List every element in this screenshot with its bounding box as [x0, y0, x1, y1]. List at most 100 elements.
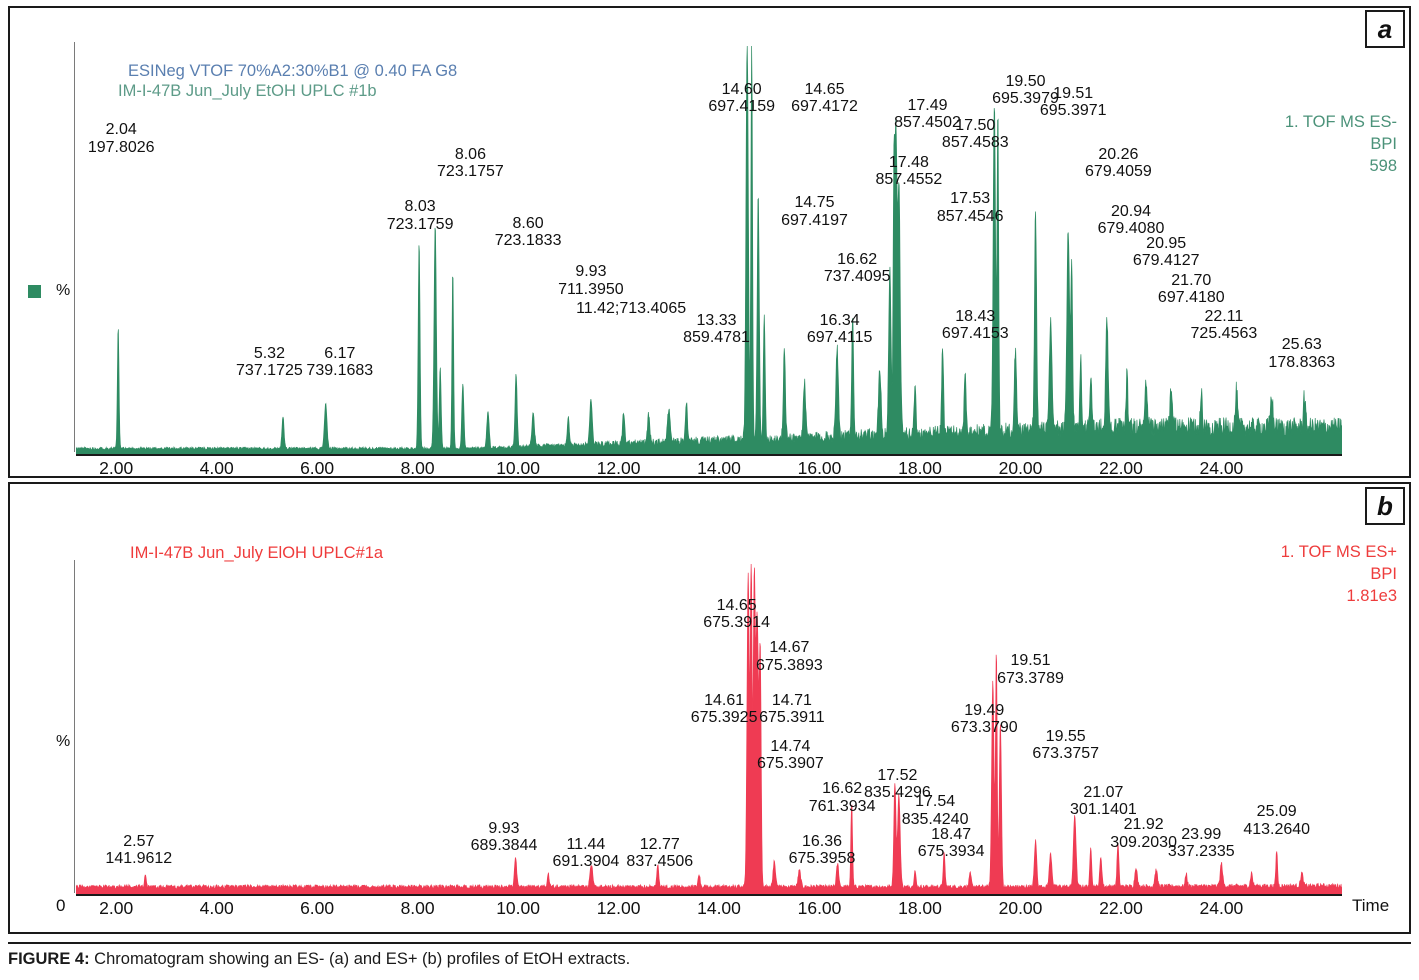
- peak-mz: 837.4506: [626, 853, 694, 871]
- peak-retention-time: 16.34: [819, 312, 860, 330]
- peak-mz: 857.4583: [941, 134, 1009, 152]
- peak-retention-time: 16.62: [837, 251, 878, 269]
- x-tick-label: 10.00: [496, 458, 540, 478]
- peak-retention-time: 14.65: [716, 596, 757, 614]
- peak-annotation: 17.50 857.4583: [942, 117, 1009, 152]
- peak-mz: 697.4159: [708, 97, 776, 115]
- peak-annotation: 19.49 673.3790: [951, 702, 1018, 737]
- peak-mz: 679.4127: [1132, 252, 1200, 270]
- peak-mz: 723.1757: [437, 162, 504, 180]
- peak-mz: 857.4552: [875, 170, 943, 188]
- x-tick-label: 2.00: [99, 898, 134, 918]
- peak-retention-time: 19.50: [1005, 72, 1046, 90]
- panel-a-y-axis-line: [74, 42, 75, 452]
- peak-annotation: 13.33 859.4781: [683, 312, 750, 347]
- caption-divider: [8, 942, 1411, 944]
- peak-mz: 673.3789: [997, 669, 1064, 687]
- peak-mz: 723.1833: [494, 231, 562, 249]
- peak-annotation: 14.60 697.4159: [708, 81, 775, 116]
- panel-a-legend: 1. TOF MS ES- BPI 598: [1285, 112, 1397, 178]
- peak-retention-time: 11.44: [566, 836, 606, 854]
- x-tick-label: 12.00: [596, 458, 641, 478]
- peak-annotation: 17.48 857.4552: [876, 154, 943, 189]
- peak-retention-time: 25.63: [1281, 336, 1322, 354]
- peak-annotation: 22.11 725.4563: [1191, 308, 1258, 343]
- peak-retention-time: 17.50: [955, 117, 996, 135]
- peak-mz: 675.3958: [788, 850, 856, 868]
- peak-annotation: 21.70 697.4180: [1158, 272, 1225, 307]
- peak-retention-time: 8.60: [512, 214, 544, 232]
- panel-a-letter-badge: a: [1365, 10, 1405, 48]
- peak-annotation: 2.57 141.9612: [105, 833, 172, 868]
- panel-a-x-axis-line: [76, 454, 1342, 456]
- peak-mz: 141.9612: [105, 850, 173, 868]
- peak-retention-time: 14.60: [721, 80, 762, 98]
- panel-b-legend-line2: BPI: [1370, 564, 1397, 583]
- x-tick-label: 14.00: [697, 458, 741, 478]
- peak-annotation: 16.62 761.3934: [809, 780, 876, 815]
- peak-mz: 673.3790: [950, 718, 1018, 736]
- peak-annotation: 14.75 697.4197: [781, 194, 848, 229]
- panel-a-series-swatch: [28, 285, 41, 298]
- x-tick-label: 6.00: [300, 898, 335, 918]
- peak-retention-time: 18.43: [955, 308, 996, 325]
- peak-annotation: 14.61 675.3925: [691, 692, 758, 727]
- peak-retention-time: 14.67: [769, 639, 810, 657]
- peak-retention-time: 8.03: [404, 198, 436, 216]
- x-tick-label: 22.00: [1099, 898, 1143, 918]
- peak-annotation: 16.36 675.3958: [789, 833, 856, 868]
- panel-b-x-axis-line: [76, 894, 1342, 896]
- peak-mz: 723.1759: [386, 215, 454, 233]
- peak-annotation: 14.67 675.3893: [756, 639, 823, 674]
- peak-retention-time: 23.99: [1181, 826, 1222, 844]
- panel-a-legend-line2: BPI: [1370, 134, 1397, 153]
- peak-annotation: 17.54 835.4240: [902, 793, 969, 828]
- panel-b-legend-line1: 1. TOF MS ES+: [1280, 543, 1397, 561]
- peak-annotation: 11.42;713.4065: [576, 300, 686, 317]
- peak-annotation: 20.26 679.4059: [1085, 146, 1152, 181]
- peak-retention-time: 19.51: [1010, 652, 1051, 670]
- peak-mz: 761.3934: [808, 797, 876, 815]
- peak-mz: 739.1683: [306, 361, 374, 379]
- peak-retention-time: 21.07: [1083, 783, 1124, 801]
- x-tick-label: 16.00: [797, 898, 842, 918]
- peak-retention-time: 14.61: [704, 691, 745, 709]
- x-tick-label: 20.00: [998, 458, 1043, 478]
- peak-mz: 691.3904: [552, 853, 620, 871]
- panel-b-legend-line3: 1.81e3: [1346, 586, 1397, 605]
- figure-caption-text: Chromatogram showing an ES- (a) and ES+ …: [89, 950, 631, 968]
- peak-annotation: 14.74 675.3907: [757, 738, 824, 773]
- peak-retention-time: 14.71: [771, 691, 812, 709]
- peak-retention-time: 19.51: [1053, 84, 1094, 102]
- panel-a-y-axis-label: %: [56, 282, 71, 299]
- peak-retention-time: 19.49: [964, 701, 1005, 719]
- peak-annotation: 12.77 837.4506: [626, 836, 693, 871]
- peak-retention-time: 16.36: [801, 832, 843, 850]
- peak-retention-time: 16.62: [822, 780, 863, 798]
- peak-retention-time: 17.53: [950, 190, 991, 208]
- peak-mz: 679.4080: [1097, 219, 1165, 237]
- peak-annotation: 9.93 711.3950: [558, 263, 624, 298]
- x-tick-label: 22.00: [1099, 458, 1143, 478]
- peak-mz: 675.3911: [759, 709, 825, 727]
- x-tick-label: 24.00: [1199, 458, 1244, 478]
- peak-annotation: 16.34 697.4115: [807, 312, 873, 347]
- peak-retention-time: 17.54: [915, 793, 956, 811]
- peak-annotation: 16.62 737.4095: [824, 251, 891, 286]
- peak-annotation: 14.65 697.4172: [791, 81, 858, 116]
- peak-retention-time: 12.77: [639, 836, 680, 854]
- panel-b-plot-area: [76, 560, 1342, 894]
- x-tick-label: 20.00: [998, 898, 1043, 918]
- peak-retention-time: 17.52: [877, 767, 918, 785]
- peak-annotation: 21.92 309.2030: [1110, 816, 1177, 851]
- panel-b-x-axis-title: Time: [1352, 896, 1390, 915]
- peak-retention-time: 17.48: [888, 153, 929, 171]
- peak-mz: 697.4153: [941, 325, 1009, 343]
- peak-annotation: 25.09 413.2640: [1243, 803, 1310, 838]
- panel-a-chromatogram-trace: [76, 45, 1342, 454]
- peak-retention-time: 9.93: [488, 819, 520, 837]
- x-tick-label: 6.00: [300, 458, 335, 478]
- peak-retention-time: 21.70: [1171, 271, 1212, 289]
- peak-mz: 673.3757: [1032, 745, 1100, 763]
- x-tick-label: 8.00: [400, 898, 435, 918]
